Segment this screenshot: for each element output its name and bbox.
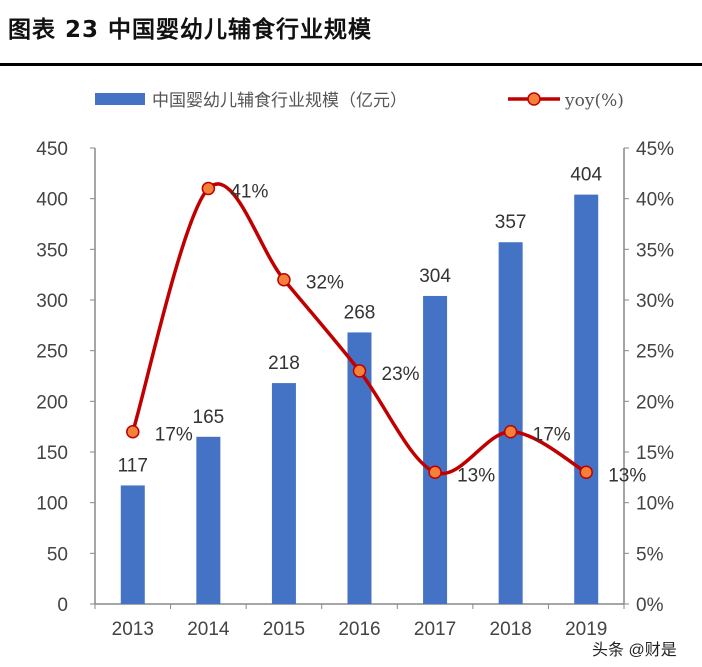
x-tick-label: 2013 [112, 619, 154, 640]
legend-bar-label: 中国婴幼儿辅食行业规模（亿元） [152, 91, 407, 111]
right-tick-label: 30% [636, 291, 674, 312]
x-tick-label: 2019 [565, 619, 607, 640]
legend-bar-swatch [95, 93, 145, 105]
x-tick-label: 2016 [338, 619, 380, 640]
right-tick-label: 20% [636, 392, 674, 413]
left-tick-label: 100 [36, 494, 68, 515]
x-tick-label: 2017 [414, 619, 456, 640]
right-tick-label: 45% [636, 139, 674, 160]
bar-data-label: 218 [268, 353, 300, 374]
bar-2014 [196, 436, 221, 604]
yoy-data-label: 17% [533, 425, 571, 446]
bar-2018 [498, 242, 523, 605]
x-tick-label: 2014 [187, 619, 230, 640]
left-tick-label: 400 [36, 190, 68, 211]
left-tick-label: 200 [36, 392, 68, 413]
yoy-marker-2017 [428, 465, 442, 480]
title-rule [0, 63, 702, 66]
yoy-marker-2018 [503, 424, 518, 439]
right-tick-label: 25% [636, 342, 674, 363]
bar-2015 [271, 383, 296, 604]
x-tick-label: 2018 [490, 619, 532, 640]
left-tick-label: 150 [36, 443, 68, 464]
left-tick-label: 350 [36, 240, 68, 261]
yoy-marker-2019 [579, 465, 593, 480]
right-tick-label: 10% [636, 494, 674, 515]
x-tick-label: 2015 [263, 619, 305, 640]
legend-line-marker [527, 92, 541, 106]
yoy-data-label: 41% [230, 182, 268, 203]
yoy-marker-2015 [277, 272, 291, 287]
bar-data-label: 165 [193, 407, 225, 428]
bar-data-label: 117 [118, 455, 148, 476]
right-tick-label: 0% [636, 595, 664, 616]
yoy-line [131, 182, 588, 476]
yoy-data-label: 13% [457, 465, 495, 486]
left-tick-label: 300 [36, 291, 68, 312]
yoy-marker-2016 [352, 364, 367, 378]
yoy-data-label: 32% [306, 273, 344, 294]
left-tick-label: 0 [57, 595, 68, 616]
bar-data-label: 357 [495, 212, 527, 233]
yoy-data-label: 23% [382, 364, 420, 385]
left-tick-label: 450 [36, 139, 68, 160]
right-tick-label: 40% [636, 190, 674, 211]
bar-2016 [347, 332, 372, 604]
watermark: 头条 @财是 [592, 642, 677, 659]
legend-line-label: yoy(%) [564, 91, 624, 111]
bar-2017 [423, 295, 448, 604]
bar-2013 [120, 485, 145, 604]
bar-data-label: 268 [344, 302, 376, 323]
right-tick-label: 15% [636, 443, 674, 464]
yoy-marker-2014 [201, 181, 216, 196]
right-tick-label: 5% [636, 544, 664, 565]
bar-2019 [574, 194, 599, 604]
yoy-marker-2013 [126, 424, 140, 439]
bar-data-label: 304 [419, 266, 451, 287]
left-tick-label: 50 [47, 544, 68, 565]
figure-title: 图表 23 中国婴幼儿辅食行业规模 [8, 17, 373, 43]
bar-data-label: 404 [570, 165, 602, 186]
left-tick-label: 250 [36, 342, 68, 363]
right-tick-label: 35% [636, 240, 674, 261]
yoy-data-label: 13% [608, 465, 646, 486]
yoy-data-label: 17% [155, 425, 193, 446]
